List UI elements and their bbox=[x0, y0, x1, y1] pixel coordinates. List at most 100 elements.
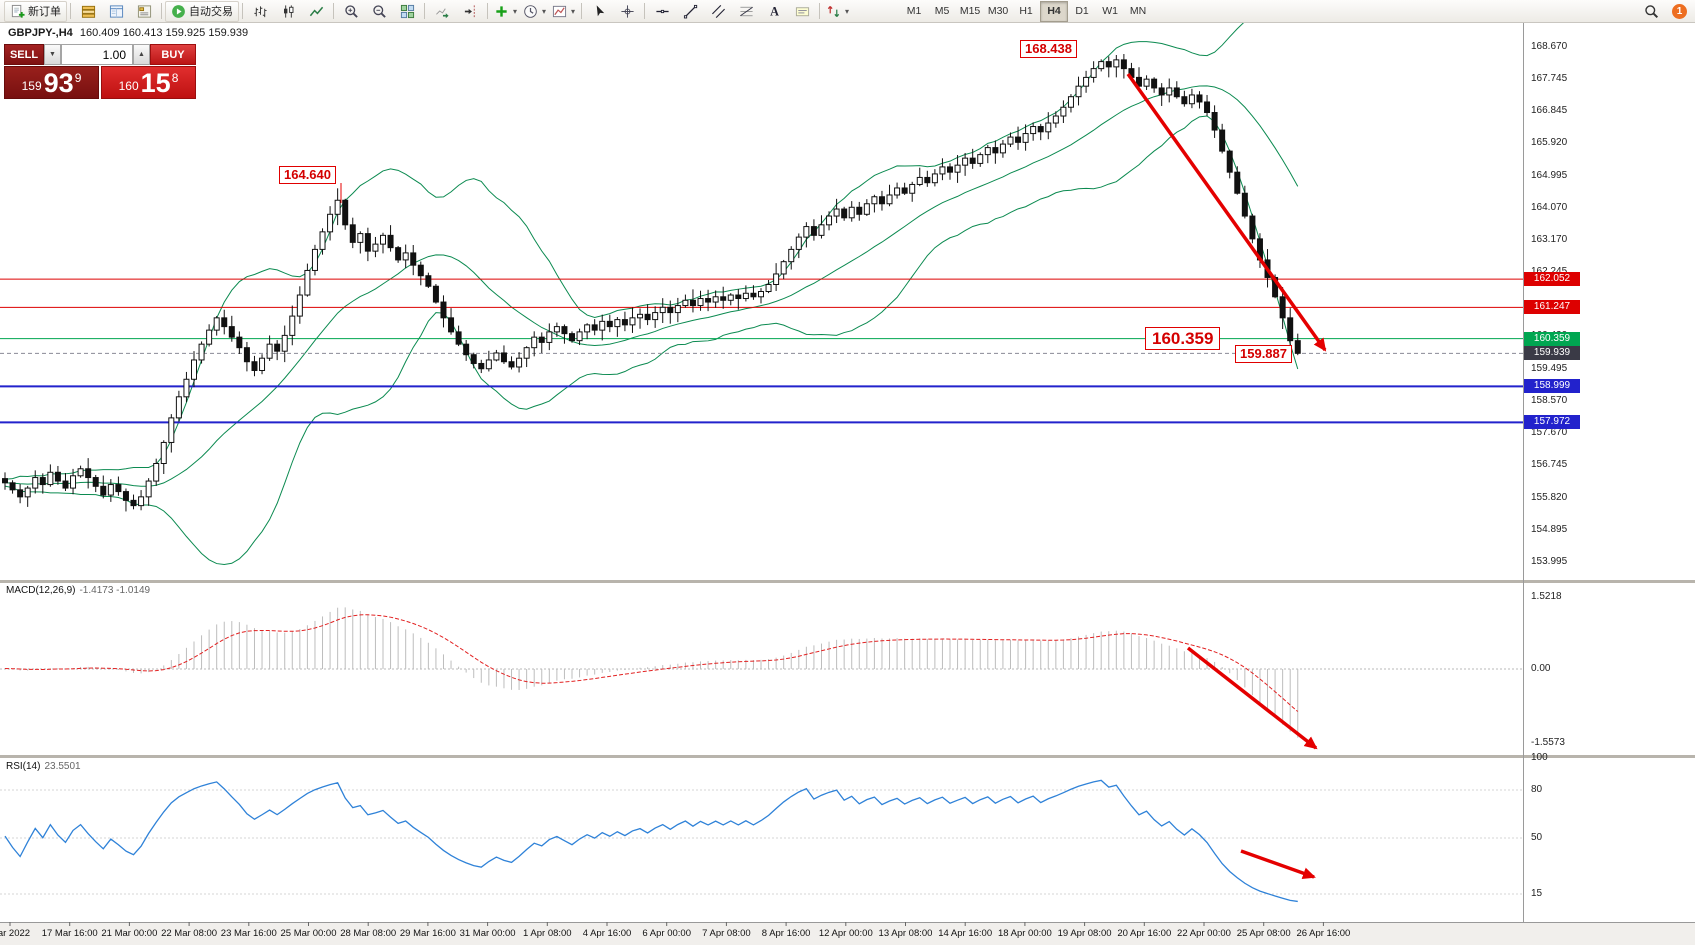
time-axis-label: 1 Apr 08:00 bbox=[522, 928, 572, 939]
time-axis-label: 18 Apr 00:00 bbox=[997, 928, 1052, 939]
sell-price-big: 93 bbox=[43, 68, 74, 98]
fibonacci-button[interactable] bbox=[732, 1, 760, 22]
current-price-badge: 159.939 bbox=[1524, 346, 1580, 361]
crosshair-button[interactable] bbox=[613, 1, 641, 22]
price-callout[interactable]: 160.359 bbox=[1145, 327, 1221, 350]
rsi-line bbox=[4, 779, 1298, 903]
bar-chart-icon bbox=[253, 5, 267, 17]
time-axis-strip bbox=[0, 922, 1695, 945]
candlestick-chart-button[interactable] bbox=[274, 1, 302, 22]
rsi-scale-label: 80 bbox=[1531, 784, 1543, 795]
buy-button[interactable]: BUY bbox=[150, 44, 196, 65]
price-scale-label: 167.745 bbox=[1531, 73, 1568, 85]
add-indicator-button[interactable]: ▾ bbox=[491, 1, 520, 22]
bollinger-upper bbox=[4, 23, 1244, 480]
equidistant-channel-button[interactable] bbox=[704, 1, 732, 22]
sell-button[interactable]: SELL bbox=[4, 44, 44, 65]
toolbar-separator bbox=[424, 3, 425, 19]
volume-input[interactable]: 1.00 bbox=[61, 44, 133, 65]
price-scale-label: 165.920 bbox=[1531, 137, 1568, 149]
time-axis-label: 31 Mar 00:00 bbox=[459, 928, 516, 939]
timeframe-button-M1[interactable]: M1 bbox=[906, 5, 922, 17]
timeframe-button-M30[interactable]: M30 bbox=[987, 5, 1009, 17]
periods-button[interactable]: ▾ bbox=[520, 1, 549, 22]
price-scale-label: 158.570 bbox=[1531, 395, 1568, 407]
sell-price-button[interactable]: 159 93 9 bbox=[4, 66, 99, 99]
auto-scroll-icon bbox=[435, 7, 449, 18]
timeframe-button-H4[interactable]: H4 bbox=[1040, 0, 1069, 22]
navigator-icon bbox=[137, 4, 151, 18]
time-axis-label: 25 Mar 00:00 bbox=[280, 928, 337, 939]
main-chart-panel bbox=[0, 23, 1695, 580]
rsi-indicator-label: RSI(14) 23.5501 bbox=[6, 761, 81, 772]
text-label-button[interactable] bbox=[788, 1, 816, 22]
toolbar-separator bbox=[581, 3, 583, 19]
toolbar-separator bbox=[161, 3, 162, 19]
line-chart-button[interactable] bbox=[302, 1, 330, 22]
trendline-icon bbox=[683, 4, 697, 18]
zoom-in-button[interactable] bbox=[337, 1, 365, 22]
market-watch-button[interactable] bbox=[74, 1, 102, 22]
notification-badge[interactable]: 1 bbox=[1672, 3, 1687, 19]
auto-trading-icon bbox=[172, 4, 185, 18]
buy-price-button[interactable]: 160 15 8 bbox=[101, 66, 196, 99]
data-window-button[interactable] bbox=[102, 1, 130, 22]
bollinger-middle bbox=[4, 85, 1299, 487]
text-icon: A bbox=[770, 4, 779, 18]
panel-divider[interactable] bbox=[0, 755, 1695, 758]
line-chart-icon bbox=[309, 6, 323, 16]
trend-arrow[interactable] bbox=[1126, 72, 1327, 352]
cursor-button[interactable] bbox=[585, 1, 613, 22]
timeframe-button-M15[interactable]: M15 bbox=[959, 5, 981, 17]
price-callout[interactable]: 159.887 bbox=[1235, 345, 1292, 363]
macd-values: -1.4173 -1.0149 bbox=[79, 585, 151, 596]
rsi-scale-label: 50 bbox=[1531, 832, 1543, 843]
trend-arrow[interactable] bbox=[1240, 849, 1316, 879]
price-callout[interactable]: 168.438 bbox=[1020, 40, 1077, 58]
price-callout[interactable]: 164.640 bbox=[279, 166, 336, 184]
timeframe-button-W1[interactable]: W1 bbox=[1102, 5, 1118, 17]
zoom-out-button[interactable] bbox=[365, 1, 393, 22]
toolbar-separator bbox=[333, 3, 334, 19]
macd-scale-label: -1.5573 bbox=[1531, 736, 1565, 748]
volume-increase-button[interactable]: ▲ bbox=[133, 44, 150, 65]
text-button[interactable]: A bbox=[760, 1, 788, 22]
bar-chart-button[interactable] bbox=[246, 1, 274, 22]
time-axis-label: 13 Apr 08:00 bbox=[878, 928, 933, 939]
time-axis-label: 22 Mar 08:00 bbox=[161, 928, 218, 939]
templates-button[interactable]: ▾ bbox=[549, 1, 578, 22]
price-level-badge: 162.052 bbox=[1524, 272, 1580, 287]
volume-decrease-button[interactable]: ▼ bbox=[44, 44, 61, 65]
fibonacci-icon bbox=[739, 6, 753, 16]
chart-shift-icon bbox=[464, 4, 475, 18]
timeframe-button-M5[interactable]: M5 bbox=[934, 5, 950, 17]
trend-arrow[interactable] bbox=[1186, 646, 1318, 750]
tile-windows-button[interactable] bbox=[393, 1, 421, 22]
horizontal-line-button[interactable] bbox=[648, 1, 676, 22]
chart-shift-button[interactable] bbox=[456, 1, 484, 22]
arrows-button[interactable]: ▾ bbox=[823, 1, 852, 22]
price-scale-label: 153.995 bbox=[1531, 555, 1568, 567]
timeframe-toolbar: M1 M5 M15 M30 H1 H4 D1 W1 MN bbox=[900, 0, 1152, 22]
price-scale-label: 159.495 bbox=[1531, 362, 1568, 374]
panel-divider[interactable] bbox=[0, 580, 1695, 583]
timeframe-button-H1[interactable]: H1 bbox=[1019, 5, 1033, 17]
price-scale-label: 163.170 bbox=[1531, 233, 1568, 245]
macd-scale-label: 1.5218 bbox=[1531, 590, 1562, 602]
price-level-badge: 158.999 bbox=[1524, 379, 1580, 394]
navigator-button[interactable] bbox=[130, 1, 158, 22]
timeframe-button-D1[interactable]: D1 bbox=[1075, 5, 1089, 17]
search-icon[interactable] bbox=[1637, 1, 1665, 22]
time-axis-label: 17 Mar 16:00 bbox=[41, 928, 98, 939]
price-scale-label: 164.070 bbox=[1531, 202, 1568, 214]
auto-trading-button[interactable]: 自动交易 bbox=[165, 0, 239, 22]
trendline-button[interactable] bbox=[676, 1, 704, 22]
time-axis-label: 23 Mar 16:00 bbox=[220, 928, 277, 939]
timeframe-button-MN[interactable]: MN bbox=[1129, 5, 1147, 17]
toolbar-chart-tools-group: ▾ ▾ ▾ A ▾ bbox=[246, 1, 852, 22]
auto-scroll-button[interactable] bbox=[428, 1, 456, 22]
new-order-button[interactable]: 新订单 bbox=[4, 0, 67, 22]
price-level-badge: 161.247 bbox=[1524, 300, 1580, 315]
